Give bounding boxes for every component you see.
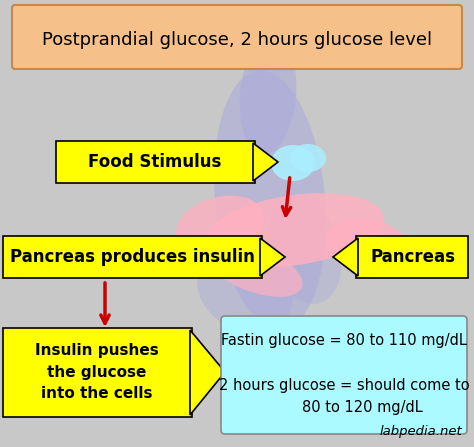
Polygon shape [260, 238, 285, 276]
Text: Insulin pushes
the glucose
into the cells: Insulin pushes the glucose into the cell… [35, 343, 159, 401]
Text: Food Stimulus: Food Stimulus [88, 153, 222, 171]
Text: Pancreas produces insulin: Pancreas produces insulin [9, 248, 255, 266]
Ellipse shape [271, 145, 315, 181]
Ellipse shape [208, 243, 302, 297]
Polygon shape [190, 330, 225, 415]
Polygon shape [333, 238, 358, 276]
Ellipse shape [206, 193, 384, 267]
FancyBboxPatch shape [3, 328, 192, 417]
Ellipse shape [326, 219, 414, 278]
Text: Postprandial glucose, 2 hours glucose level: Postprandial glucose, 2 hours glucose le… [42, 31, 432, 49]
Ellipse shape [214, 71, 326, 329]
Ellipse shape [176, 195, 264, 254]
FancyBboxPatch shape [3, 236, 262, 278]
Polygon shape [253, 143, 278, 181]
Ellipse shape [197, 247, 293, 333]
FancyBboxPatch shape [56, 141, 255, 183]
Text: Fastin glucose = 80 to 110 mg/dL

2 hours glucose = should come to
        80 to: Fastin glucose = 80 to 110 mg/dL 2 hours… [219, 333, 469, 415]
Ellipse shape [268, 196, 342, 304]
FancyBboxPatch shape [12, 5, 462, 69]
FancyBboxPatch shape [356, 236, 468, 278]
Text: Pancreas: Pancreas [371, 248, 456, 266]
FancyBboxPatch shape [221, 316, 467, 434]
Ellipse shape [290, 144, 326, 172]
Ellipse shape [240, 35, 296, 155]
Text: labpedia.net: labpedia.net [379, 425, 462, 438]
